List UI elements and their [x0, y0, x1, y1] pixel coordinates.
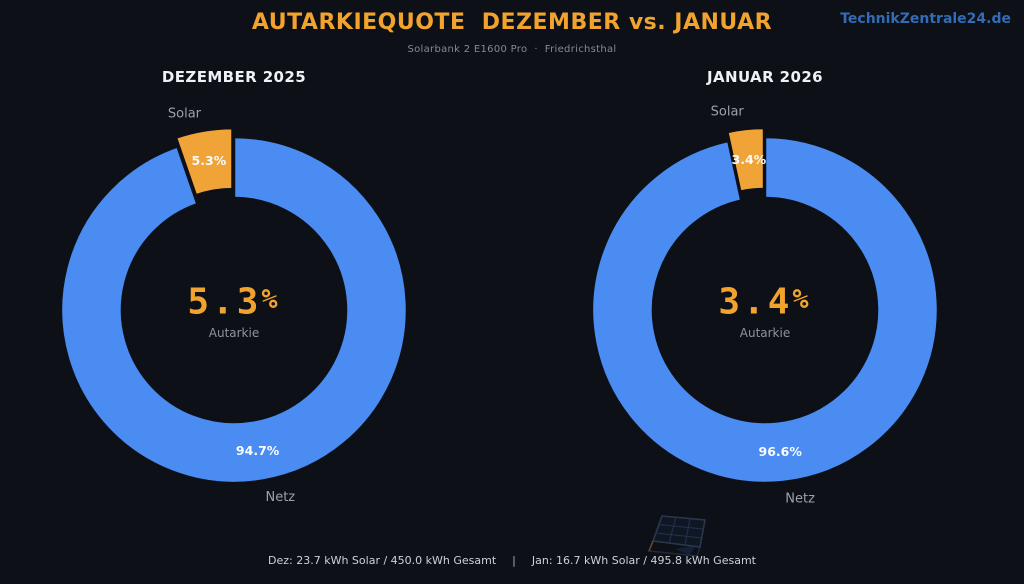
- netz-outer-label: Netz: [785, 491, 815, 506]
- subtitle: Solarbank 2 E1600 Pro · Friedrichsthal: [407, 44, 617, 55]
- solar-panel-icon: [648, 515, 706, 557]
- solar-wedge: [174, 126, 234, 197]
- footer-dez-summary: Dez: 23.7 kWh Solar / 450.0 kWh Gesamt: [268, 554, 497, 567]
- solar-wedge-pct-label: 5.3%: [192, 153, 227, 168]
- chart-title-januar: JANUAR 2026: [707, 68, 823, 86]
- footer-separator: |: [512, 554, 516, 567]
- donut-chart-dezember: 5.3% 94.7% Solar Netz 5.3% Autarkie: [59, 106, 409, 505]
- netz-wedge-pct-label: 96.6%: [759, 444, 803, 459]
- netz-wedge: [59, 135, 409, 485]
- center-value: 5.3%: [187, 282, 280, 323]
- netz-wedge-pct-label: 94.7%: [236, 443, 280, 458]
- solar-outer-label: Solar: [711, 105, 745, 120]
- netz-outer-label: Netz: [265, 490, 295, 505]
- center-sublabel: Autarkie: [209, 326, 259, 340]
- center-value: 3.4%: [718, 282, 811, 323]
- solar-wedge: [725, 126, 766, 194]
- solar-wedge-pct-label: 3.4%: [732, 152, 767, 167]
- center-sublabel: Autarkie: [740, 326, 790, 340]
- solar-panel-logo-watermark: [645, 511, 715, 565]
- brand-watermark-text: TechnikZentrale24.de: [840, 11, 1011, 27]
- donut-chart-januar: 3.4% 96.6% Solar Netz 3.4% Autarkie: [590, 105, 940, 506]
- chart-title-dezember: DEZEMBER 2025: [161, 68, 307, 86]
- page-title: AUTARKIEQUOTE DEZEMBER vs. JANUAR: [251, 10, 773, 35]
- solar-outer-label: Solar: [168, 106, 202, 121]
- footer-jan-summary: Jan: 16.7 kWh Solar / 495.8 kWh Gesamt: [531, 554, 756, 567]
- netz-wedge: [590, 135, 940, 485]
- footer-summary: Dez: 23.7 kWh Solar / 450.0 kWh Gesamt | J…: [0, 554, 1024, 568]
